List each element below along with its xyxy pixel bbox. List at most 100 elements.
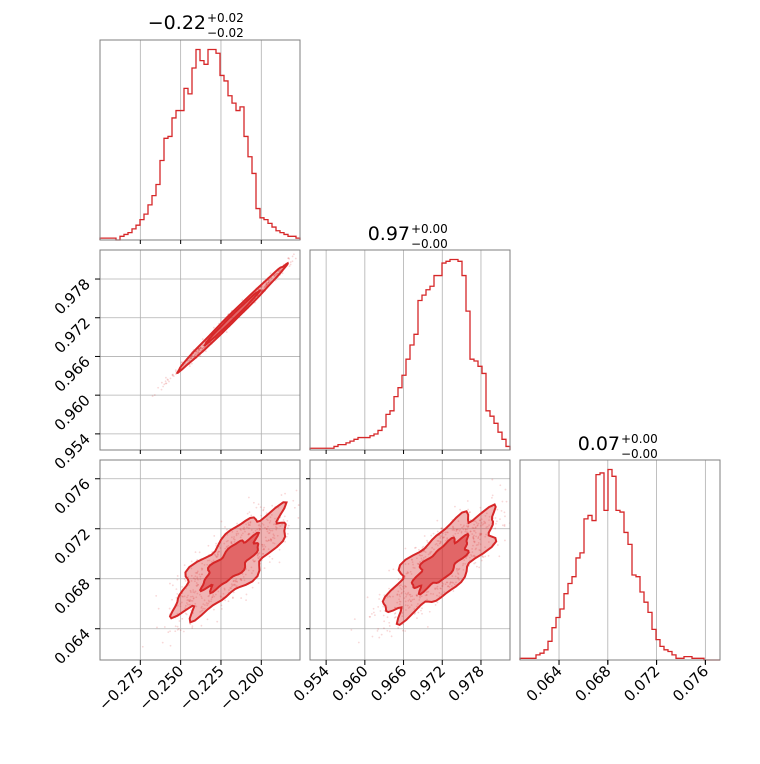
scatter-point xyxy=(434,588,437,591)
scatter-point xyxy=(201,597,203,599)
scatter-point xyxy=(272,533,275,536)
scatter-point xyxy=(200,567,203,570)
scatter-point xyxy=(216,556,218,559)
scatter-point xyxy=(198,347,201,350)
scatter-point xyxy=(472,555,475,557)
scatter-point xyxy=(285,535,288,538)
scatter-point xyxy=(430,534,433,537)
scatter-point xyxy=(484,522,487,525)
scatter-point xyxy=(258,527,261,530)
scatter-point xyxy=(198,348,201,351)
scatter-point xyxy=(399,600,402,603)
scatter-point xyxy=(240,579,243,582)
scatter-point xyxy=(282,519,285,521)
scatter-point xyxy=(263,548,266,551)
scatter-point xyxy=(257,557,260,560)
scatter-point xyxy=(200,610,203,612)
scatter-point xyxy=(261,289,264,291)
scatter-point xyxy=(388,621,391,624)
scatter-point xyxy=(216,555,219,558)
scatter-point xyxy=(469,556,471,559)
scatter-point xyxy=(458,578,461,581)
scatter-point xyxy=(407,571,410,574)
scatter-point xyxy=(411,559,413,561)
scatter-point xyxy=(198,593,201,596)
scatter-point xyxy=(198,349,201,351)
scatter-point xyxy=(224,526,226,528)
scatter-point xyxy=(213,553,216,556)
scatter-point xyxy=(213,595,216,598)
scatter-point xyxy=(405,585,407,588)
scatter-point xyxy=(181,595,184,598)
scatter-point xyxy=(217,590,220,593)
scatter-point xyxy=(471,551,474,553)
scatter-point xyxy=(446,585,449,588)
scatter-point xyxy=(255,506,258,509)
scatter-point xyxy=(272,523,275,526)
scatter-point xyxy=(183,578,186,581)
y-tick-label: 0.978 xyxy=(51,275,94,318)
scatter-point xyxy=(232,580,235,583)
scatter-point xyxy=(157,386,160,389)
scatter-point xyxy=(212,594,215,596)
scatter-point xyxy=(215,542,217,545)
scatter-point xyxy=(244,530,246,533)
x-tick-label: 0.072 xyxy=(620,662,663,705)
scatter-point xyxy=(258,527,261,530)
scatter-point xyxy=(295,489,298,492)
scatter-point xyxy=(444,583,447,586)
scatter-point xyxy=(199,575,202,578)
scatter-point xyxy=(487,541,490,543)
scatter-point xyxy=(265,539,268,542)
scatter-point xyxy=(247,522,250,524)
scatter-point xyxy=(200,624,203,627)
scatter-point xyxy=(439,541,442,543)
scatter-point xyxy=(279,525,282,528)
scatter-point xyxy=(169,630,171,633)
scatter-point xyxy=(443,536,446,539)
scatter-point xyxy=(268,561,271,564)
scatter-point xyxy=(473,534,475,537)
scatter-point xyxy=(477,543,479,546)
panel-title-1-sub: −0.02 xyxy=(207,26,244,40)
scatter-point xyxy=(268,279,271,282)
scatter-point xyxy=(184,363,187,365)
y-tick-label: 0.960 xyxy=(51,391,94,434)
scatter-point xyxy=(181,617,184,620)
scatter-point xyxy=(228,589,230,591)
scatter-point xyxy=(272,542,274,544)
scatter-point xyxy=(267,281,270,283)
panel-frame xyxy=(99,249,301,451)
scatter-point xyxy=(206,563,209,566)
scatter-point xyxy=(449,581,452,584)
scatter-point xyxy=(421,547,424,549)
scatter-point xyxy=(287,524,290,527)
scatter-point xyxy=(163,626,166,628)
scatter-point xyxy=(436,585,439,588)
scatter-point xyxy=(471,533,474,535)
scatter-point xyxy=(267,532,270,535)
scatter-point xyxy=(408,606,411,608)
scatter-point xyxy=(372,611,375,614)
scatter-point xyxy=(164,382,167,385)
scatter-point xyxy=(206,559,209,562)
scatter-point xyxy=(404,592,407,595)
scatter-point xyxy=(259,525,262,528)
scatter-point xyxy=(369,615,371,618)
x-tick-label: 0.076 xyxy=(669,662,712,705)
panel-title-1: −0.22 +0.02 −0.02 xyxy=(148,11,244,40)
scatter-point xyxy=(505,500,508,503)
scatter-point xyxy=(189,589,192,592)
scatter-point xyxy=(480,533,483,536)
scatter-point xyxy=(182,630,185,633)
scatter-point xyxy=(163,383,166,386)
scatter-point xyxy=(438,542,441,545)
scatter-point xyxy=(467,525,470,528)
scatter-point xyxy=(196,570,199,573)
scatter-point xyxy=(280,494,283,496)
scatter-point xyxy=(496,544,499,546)
scatter-point xyxy=(286,527,289,530)
scatter-point xyxy=(498,555,501,558)
scatter-point xyxy=(457,520,460,523)
